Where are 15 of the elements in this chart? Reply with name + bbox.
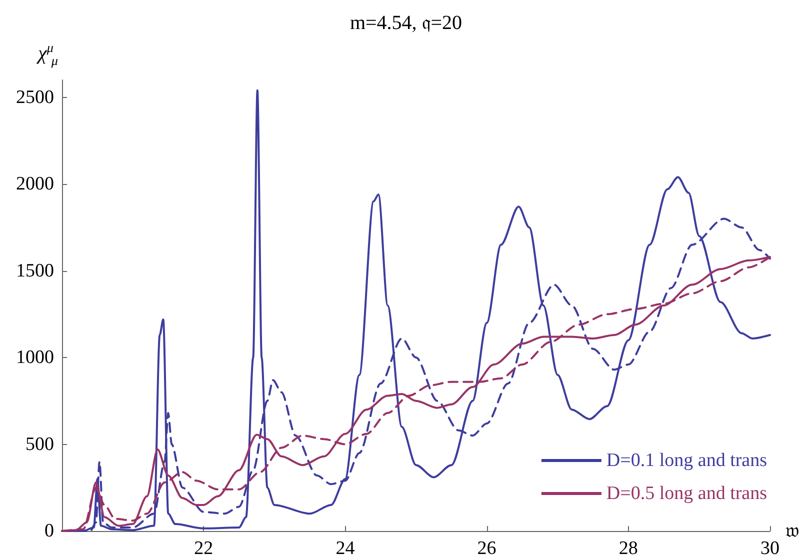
- y-tick-label: 0: [44, 520, 54, 542]
- y-tick-label: 1500: [16, 260, 54, 282]
- chart-title: m=4.54, 𝔮=20: [350, 12, 462, 34]
- x-axis-title: 𝔴: [785, 520, 800, 542]
- y-tick-label: 2500: [16, 86, 54, 108]
- y-tick-label: 2000: [16, 174, 54, 195]
- y-tick-label: 500: [26, 434, 54, 455]
- legend-label: D=0.1 long and trans: [606, 450, 768, 471]
- x-tick-label: 24: [336, 538, 356, 558]
- x-tick-label: 30: [760, 538, 780, 558]
- legend-label: D=0.5 long and trans: [606, 483, 768, 504]
- x-tick-label: 28: [618, 538, 638, 558]
- x-tick-label: 22: [194, 538, 214, 558]
- x-tick-label: 26: [477, 538, 496, 558]
- y-tick-label: 1000: [16, 347, 54, 368]
